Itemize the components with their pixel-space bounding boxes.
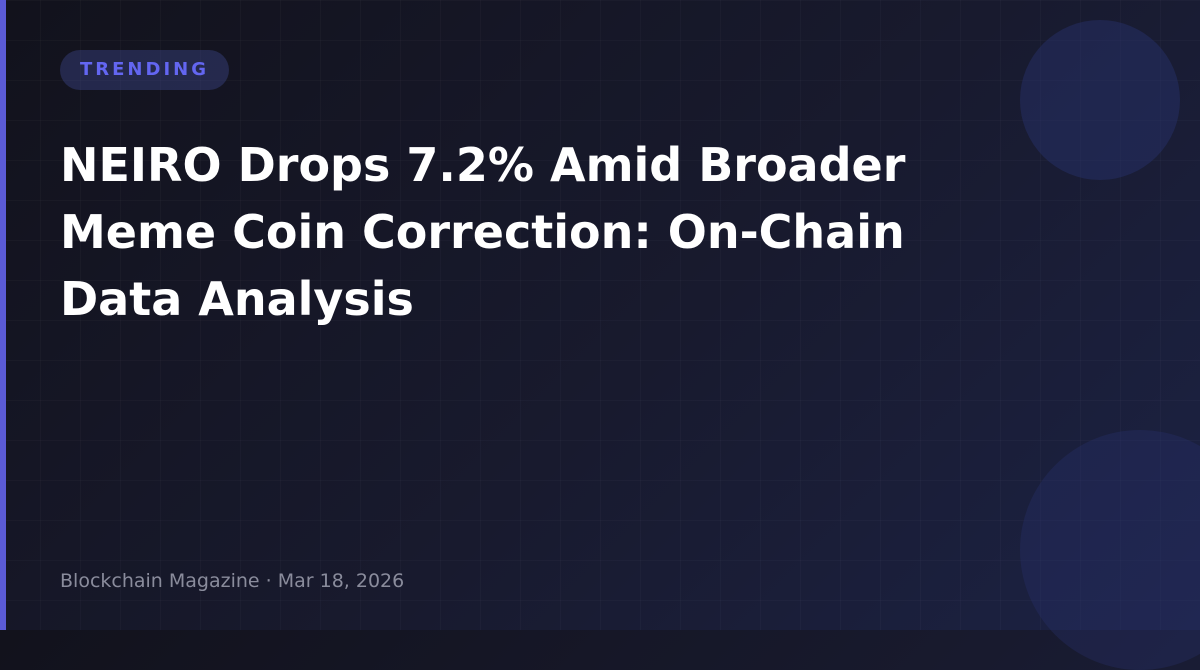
background-grid: [0, 0, 1200, 630]
decorative-circle-top: [1020, 20, 1180, 180]
trending-badge: TRENDING: [60, 50, 229, 90]
separator: ·: [259, 570, 278, 592]
article-title: NEIRO Drops 7.2% Amid Broader Meme Coin …: [60, 138, 906, 326]
accent-bar: [0, 0, 6, 630]
source-name: Blockchain Magazine: [60, 570, 260, 592]
publish-date: Mar 18, 2026: [277, 570, 405, 592]
footer-meta: Blockchain Magazine · Mar 18, 2026: [60, 570, 404, 592]
